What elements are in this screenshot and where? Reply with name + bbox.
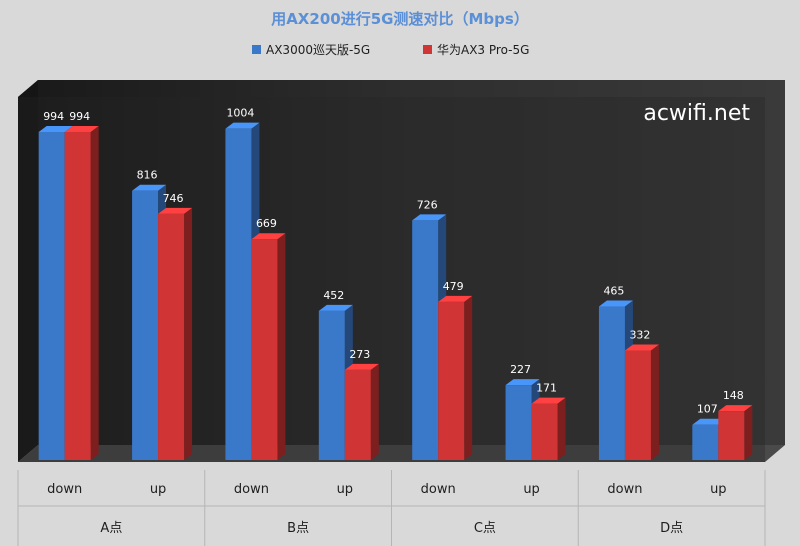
bar-side [277, 233, 286, 460]
data-label: 669 [256, 217, 277, 230]
bar-top [624, 344, 659, 351]
bar-front [64, 131, 91, 461]
bar-top [718, 405, 753, 412]
bar-top [318, 304, 353, 311]
bar-2-6: 171 [531, 382, 566, 460]
group-label: A点 [100, 521, 122, 536]
data-label: 452 [323, 289, 344, 302]
bar-front [158, 213, 185, 460]
data-label: 273 [349, 348, 370, 361]
bar-front [505, 385, 532, 460]
bar-side [90, 125, 99, 460]
bar-2-1: 994 [64, 110, 99, 461]
bar-top [225, 122, 260, 129]
bar-side [184, 207, 193, 460]
bar-2-7: 332 [624, 328, 659, 460]
legend-label-series-2: 华为AX3 Pro-5G [437, 43, 529, 57]
legend-label-series-1: AX3000巡天版-5G [266, 43, 370, 57]
bar-front [624, 350, 651, 460]
bar-front [251, 239, 278, 460]
category-axis: down up down up down up down up A点 B点 C点 D点 [17, 470, 766, 546]
data-label: 465 [603, 285, 624, 298]
bar-top [64, 125, 99, 132]
bar-top [438, 295, 473, 302]
bar-top [598, 300, 633, 307]
data-label: 994 [69, 110, 90, 123]
bar-front [225, 128, 252, 460]
category-tick-label: down [47, 482, 82, 497]
bar-front [132, 190, 159, 460]
bar-front [318, 310, 345, 460]
data-label: 227 [510, 363, 531, 376]
category-tick-label: down [607, 482, 642, 497]
plot-left-wall [18, 80, 38, 462]
category-tick-label: up [337, 482, 354, 497]
bar-2-4: 273 [344, 348, 379, 460]
bar-side [464, 295, 473, 460]
bars-layer: 994 994 816 746 1004 669 452 273 726 479 227 171 465… [38, 107, 753, 461]
bar-2-5: 479 [438, 280, 473, 460]
bar-side [744, 405, 753, 460]
data-label: 332 [629, 328, 650, 341]
data-label: 816 [137, 169, 158, 182]
bar-top [158, 207, 193, 214]
category-tick-label: down [234, 482, 269, 497]
bar-side [650, 344, 659, 460]
data-label: 171 [536, 382, 557, 395]
bar-front [38, 131, 65, 461]
bar-front [531, 403, 558, 460]
bar-top [132, 184, 167, 191]
legend: AX3000巡天版-5G 华为AX3 Pro-5G [252, 43, 529, 57]
bar-top [38, 125, 73, 132]
group-label: D点 [660, 521, 683, 536]
group-label: B点 [287, 521, 309, 536]
bar-top [412, 214, 447, 221]
bar-2-8: 148 [718, 389, 753, 460]
category-tick-label: up [523, 482, 540, 497]
data-label: 726 [417, 198, 438, 211]
data-label: 148 [723, 389, 744, 402]
bar-1-5: 726 [412, 198, 447, 460]
plot-floor [18, 445, 785, 462]
bar-front [344, 369, 371, 460]
bar-top [692, 418, 727, 425]
data-label: 994 [43, 110, 64, 123]
bar-2-3: 669 [251, 217, 286, 460]
watermark-text: acwifi.net [643, 101, 750, 126]
bar-top [505, 379, 540, 386]
bar-side [370, 363, 379, 460]
data-label: 107 [697, 403, 718, 416]
bar-front [438, 301, 465, 460]
bar-2-2: 746 [158, 192, 193, 460]
bar-top [344, 363, 379, 370]
data-label: 746 [163, 192, 184, 205]
bar-front [412, 220, 439, 460]
chart-title: 用AX200进行5G测速对比（Mbps） [271, 10, 529, 28]
group-label: C点 [474, 521, 496, 536]
legend-swatch-series-2 [423, 45, 432, 54]
data-label: 479 [443, 280, 464, 293]
bar-top [531, 397, 566, 404]
data-label: 1004 [226, 107, 254, 120]
bar-front [718, 411, 745, 460]
category-tick-label: up [150, 482, 167, 497]
bar-top [251, 233, 286, 240]
category-tick-label: up [710, 482, 727, 497]
bar-front [598, 306, 625, 460]
category-tick-label: down [421, 482, 456, 497]
bar-side [557, 397, 566, 460]
legend-swatch-series-1 [252, 45, 261, 54]
bar-front [692, 424, 719, 460]
